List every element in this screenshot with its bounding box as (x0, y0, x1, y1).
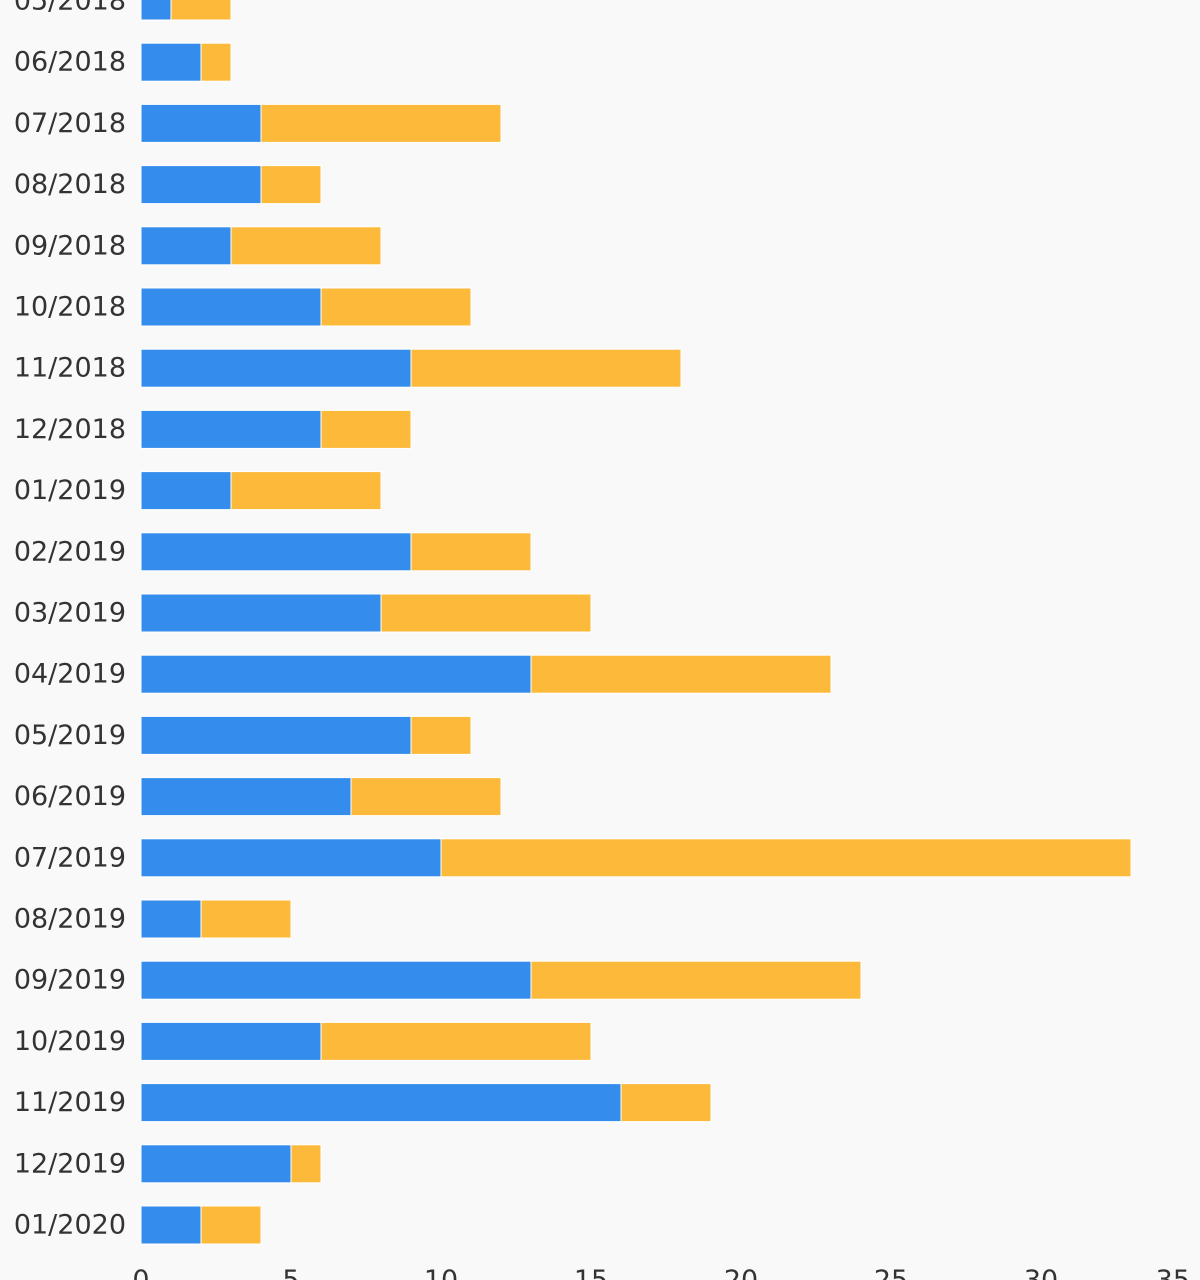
bar-segment-01-2019-series-1 (140, 471, 232, 511)
bar-segment-02-2019-series-2 (410, 532, 532, 572)
bar-segment-05-2018-series-2 (170, 0, 232, 21)
bar-segment-04-2019-series-1 (140, 654, 532, 694)
bar-segment-12-2019-series-2 (290, 1144, 322, 1184)
category-labels: 05/2018 06/2018 07/2018 08/2018 09/2018 10/20… (14, 0, 126, 1241)
bar-segment-01-2020-series-2 (200, 1205, 262, 1245)
x-tick-label: 25 (874, 1265, 908, 1280)
category-label: 02/2019 (14, 536, 126, 567)
category-label: 05/2019 (14, 720, 126, 751)
category-label: 09/2018 (14, 230, 126, 261)
x-tick-label: 15 (574, 1265, 608, 1280)
bar-segment-12-2018-series-1 (140, 409, 322, 449)
category-label: 06/2018 (14, 47, 126, 78)
category-label: 11/2018 (14, 353, 126, 384)
bars-group (140, 0, 1132, 1245)
bar-segment-09-2019-series-2 (530, 960, 862, 1000)
category-label: 07/2018 (14, 108, 126, 139)
bar-segment-04-2019-series-2 (530, 654, 832, 694)
bar-segment-08-2018-series-1 (140, 165, 262, 205)
bar-segment-09-2018-series-1 (140, 226, 232, 266)
category-label: 07/2019 (14, 842, 126, 873)
x-tick-label: 30 (1024, 1265, 1058, 1280)
category-label: 10/2019 (14, 1026, 126, 1057)
category-label: 11/2019 (14, 1087, 126, 1118)
category-label: 10/2018 (14, 292, 126, 323)
x-tick-label: 10 (424, 1265, 458, 1280)
bar-segment-06-2019-series-1 (140, 777, 352, 817)
x-axis-ticks: 0 5 10 15 20 25 30 35 (132, 1265, 1190, 1280)
x-tick-label: 5 (282, 1265, 299, 1280)
bar-segment-06-2018-series-2 (200, 42, 232, 82)
bar-segment-07-2018-series-1 (140, 103, 262, 143)
x-tick-label: 20 (724, 1265, 758, 1280)
category-label: 05/2018 (14, 0, 126, 17)
category-label: 12/2019 (14, 1148, 126, 1179)
bar-segment-10-2019-series-1 (140, 1021, 322, 1061)
bar-segment-05-2018-series-1 (140, 0, 172, 21)
bar-segment-03-2019-series-1 (140, 593, 382, 633)
bar-segment-08-2019-series-2 (200, 899, 292, 939)
bar-segment-06-2018-series-1 (140, 42, 202, 82)
bar-segment-09-2018-series-2 (230, 226, 382, 266)
x-tick-label: 0 (132, 1265, 149, 1280)
category-label: 01/2020 (14, 1210, 126, 1241)
x-tick-label: 35 (1156, 1265, 1190, 1280)
bar-segment-01-2020-series-1 (140, 1205, 202, 1245)
category-label: 01/2019 (14, 475, 126, 506)
bar-segment-08-2019-series-1 (140, 899, 202, 939)
bar-segment-07-2019-series-2 (440, 838, 1132, 878)
bar-segment-12-2018-series-2 (320, 409, 412, 449)
category-label: 03/2019 (14, 598, 126, 629)
bar-segment-01-2019-series-2 (230, 471, 382, 511)
bar-segment-11-2019-series-1 (140, 1083, 622, 1123)
category-label: 09/2019 (14, 965, 126, 996)
bar-segment-10-2019-series-2 (320, 1021, 592, 1061)
category-label: 12/2018 (14, 414, 126, 445)
bar-segment-11-2018-series-2 (410, 348, 682, 388)
bar-segment-11-2019-series-2 (620, 1083, 712, 1123)
category-label: 04/2019 (14, 659, 126, 690)
bar-segment-11-2018-series-1 (140, 348, 412, 388)
bar-segment-08-2018-series-2 (260, 165, 322, 205)
bar-segment-07-2018-series-2 (260, 103, 502, 143)
bar-segment-09-2019-series-1 (140, 960, 532, 1000)
bar-segment-02-2019-series-1 (140, 532, 412, 572)
bar-segment-03-2019-series-2 (380, 593, 592, 633)
bar-segment-07-2019-series-1 (140, 838, 442, 878)
category-label: 06/2019 (14, 781, 126, 812)
category-label: 08/2018 (14, 169, 126, 200)
bar-segment-10-2018-series-2 (320, 287, 472, 327)
bar-segment-12-2019-series-1 (140, 1144, 292, 1184)
bar-segment-10-2018-series-1 (140, 287, 322, 327)
bar-segment-05-2019-series-2 (410, 715, 472, 755)
category-label: 08/2019 (14, 904, 126, 935)
bar-segment-06-2019-series-2 (350, 777, 502, 817)
bar-segment-05-2019-series-1 (140, 715, 412, 755)
